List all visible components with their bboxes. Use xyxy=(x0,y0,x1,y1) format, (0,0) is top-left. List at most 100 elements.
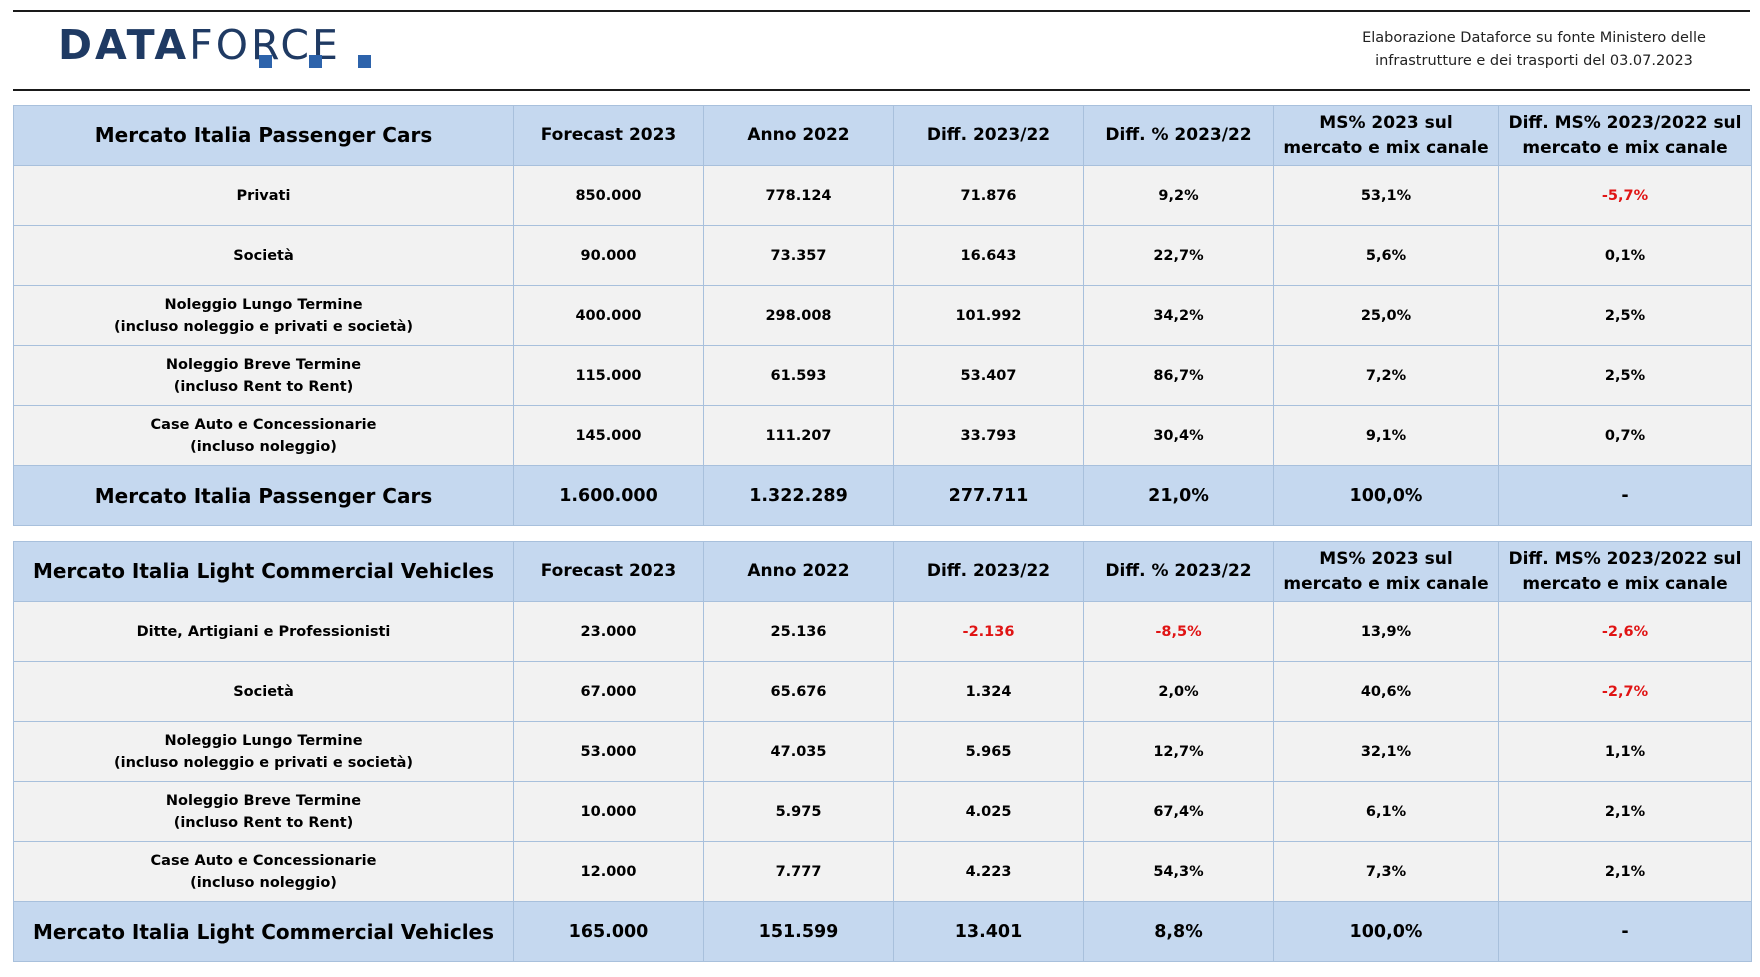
table-cell: 25,0% xyxy=(1273,285,1499,346)
header-cell: MS% 2023 sul mercato e mix canale xyxy=(1273,105,1499,166)
table-cell: -2,7% xyxy=(1498,661,1752,722)
table-cell: 400.000 xyxy=(513,285,704,346)
table-cell: 12.000 xyxy=(513,841,704,902)
logo-square-1 xyxy=(259,55,272,68)
table-cell: 9,1% xyxy=(1273,405,1499,466)
dataforce-logo: DATAFORCE xyxy=(58,22,438,82)
table-cell: 7,2% xyxy=(1273,345,1499,406)
row-label: Società xyxy=(13,661,514,722)
row-label-line-1: Società xyxy=(233,247,294,264)
table-cell: 67.000 xyxy=(513,661,704,722)
total-cell: Mercato Italia Passenger Cars xyxy=(13,465,514,526)
row-label-line-1: Case Auto e Concessionarie xyxy=(150,416,377,433)
row-label: Case Auto e Concessionarie (incluso nole… xyxy=(13,405,514,466)
header-cell: Diff. 2023/22 xyxy=(893,541,1084,602)
table-cell: 2,0% xyxy=(1083,661,1274,722)
row-label-line-1: Noleggio Lungo Termine xyxy=(164,296,363,313)
total-cell: 1.322.289 xyxy=(703,465,894,526)
table-row: Noleggio Lungo Termine (incluso noleggio… xyxy=(13,285,1752,346)
table-total-row: Mercato Italia Light Commercial Vehicles… xyxy=(13,901,1752,962)
total-cell: 100,0% xyxy=(1273,901,1499,962)
logo-square-3 xyxy=(358,55,371,68)
table-row: Noleggio Breve Termine (incluso Rent to … xyxy=(13,781,1752,842)
total-cell: 277.711 xyxy=(893,465,1084,526)
header-cell: Diff. 2023/22 xyxy=(893,105,1084,166)
table-row: Case Auto e Concessionarie (incluso nole… xyxy=(13,841,1752,902)
table-cell: 1,1% xyxy=(1498,721,1752,782)
row-label-line-1: Privati xyxy=(236,187,291,204)
table-row: Privati 850.000 778.124 71.876 9,2% 53,1… xyxy=(13,165,1752,226)
light-commercial-vehicles-table: Mercato Italia Light Commercial Vehicles… xyxy=(13,541,1752,962)
row-label-line-1: Noleggio Breve Termine xyxy=(165,356,362,373)
header-cell: Forecast 2023 xyxy=(513,541,704,602)
table-cell: 850.000 xyxy=(513,165,704,226)
table-row: Noleggio Breve Termine (incluso Rent to … xyxy=(13,345,1752,406)
source-note: Elaborazione Dataforce su fonte Minister… xyxy=(1324,27,1744,73)
row-label-line-2: (incluso noleggio) xyxy=(190,874,337,891)
header-bottom-rule xyxy=(13,89,1750,91)
table-row: Società 90.000 73.357 16.643 22,7% 5,6% … xyxy=(13,225,1752,286)
table-cell: 9,2% xyxy=(1083,165,1274,226)
table-total-row: Mercato Italia Passenger Cars 1.600.000 … xyxy=(13,465,1752,526)
passenger-cars-table: Mercato Italia Passenger Cars Forecast 2… xyxy=(13,105,1752,526)
header-cell: Diff. MS% 2023/2022 sul mercato e mix ca… xyxy=(1498,541,1752,602)
total-cell: 165.000 xyxy=(513,901,704,962)
header-cell: Diff. MS% 2023/2022 sul mercato e mix ca… xyxy=(1498,105,1752,166)
row-label-line-2: (incluso Rent to Rent) xyxy=(173,814,354,831)
table-cell: 101.992 xyxy=(893,285,1084,346)
row-label: Case Auto e Concessionarie (incluso nole… xyxy=(13,841,514,902)
row-label-line-1: Noleggio Lungo Termine xyxy=(164,732,363,749)
table-header-row: Mercato Italia Light Commercial Vehicles… xyxy=(13,541,1752,602)
logo-text-data: DATA xyxy=(58,21,190,69)
table-cell: 34,2% xyxy=(1083,285,1274,346)
table-cell: 90.000 xyxy=(513,225,704,286)
total-cell: - xyxy=(1498,465,1752,526)
total-cell: 100,0% xyxy=(1273,465,1499,526)
header-cell: Anno 2022 xyxy=(703,541,894,602)
table-cell: 30,4% xyxy=(1083,405,1274,466)
table-cell: 16.643 xyxy=(893,225,1084,286)
table-cell: 298.008 xyxy=(703,285,894,346)
table-cell: 10.000 xyxy=(513,781,704,842)
table-cell: 53.000 xyxy=(513,721,704,782)
logo-square-2 xyxy=(309,55,322,68)
table-cell: 0,7% xyxy=(1498,405,1752,466)
table-cell: 53,1% xyxy=(1273,165,1499,226)
table-cell: 47.035 xyxy=(703,721,894,782)
source-note-line-2: infrastrutture e dei trasporti del 03.07… xyxy=(1375,53,1693,69)
table-cell: 0,1% xyxy=(1498,225,1752,286)
source-note-line-1: Elaborazione Dataforce su fonte Minister… xyxy=(1362,30,1706,46)
table-cell: 71.876 xyxy=(893,165,1084,226)
table-cell: 2,5% xyxy=(1498,345,1752,406)
table-cell: -5,7% xyxy=(1498,165,1752,226)
table-cell: 61.593 xyxy=(703,345,894,406)
table-cell: 22,7% xyxy=(1083,225,1274,286)
header-cell: Mercato Italia Light Commercial Vehicles xyxy=(13,541,514,602)
row-label-line-1: Ditte, Artigiani e Professionisti xyxy=(136,623,391,640)
row-label: Privati xyxy=(13,165,514,226)
header-cell: MS% 2023 sul mercato e mix canale xyxy=(1273,541,1499,602)
table-cell: 5,6% xyxy=(1273,225,1499,286)
table-cell: 115.000 xyxy=(513,345,704,406)
table-cell: 23.000 xyxy=(513,601,704,662)
table-cell: 6,1% xyxy=(1273,781,1499,842)
table-cell: -8,5% xyxy=(1083,601,1274,662)
table-cell: 67,4% xyxy=(1083,781,1274,842)
table-cell: 145.000 xyxy=(513,405,704,466)
header-top-rule xyxy=(13,10,1750,12)
row-label-line-2: (incluso noleggio) xyxy=(190,438,337,455)
row-label-line-2: (incluso noleggio e privati e società) xyxy=(113,318,414,335)
table-cell: 5.975 xyxy=(703,781,894,842)
table-cell: 25.136 xyxy=(703,601,894,662)
table-row: Società 67.000 65.676 1.324 2,0% 40,6% -… xyxy=(13,661,1752,722)
table-cell: 7.777 xyxy=(703,841,894,902)
table-cell: 7,3% xyxy=(1273,841,1499,902)
table-cell: 12,7% xyxy=(1083,721,1274,782)
table-cell: 1.324 xyxy=(893,661,1084,722)
total-cell: - xyxy=(1498,901,1752,962)
table-cell: 65.676 xyxy=(703,661,894,722)
row-label: Ditte, Artigiani e Professionisti xyxy=(13,601,514,662)
row-label: Noleggio Breve Termine (incluso Rent to … xyxy=(13,345,514,406)
table-cell: -2.136 xyxy=(893,601,1084,662)
row-label: Noleggio Breve Termine (incluso Rent to … xyxy=(13,781,514,842)
